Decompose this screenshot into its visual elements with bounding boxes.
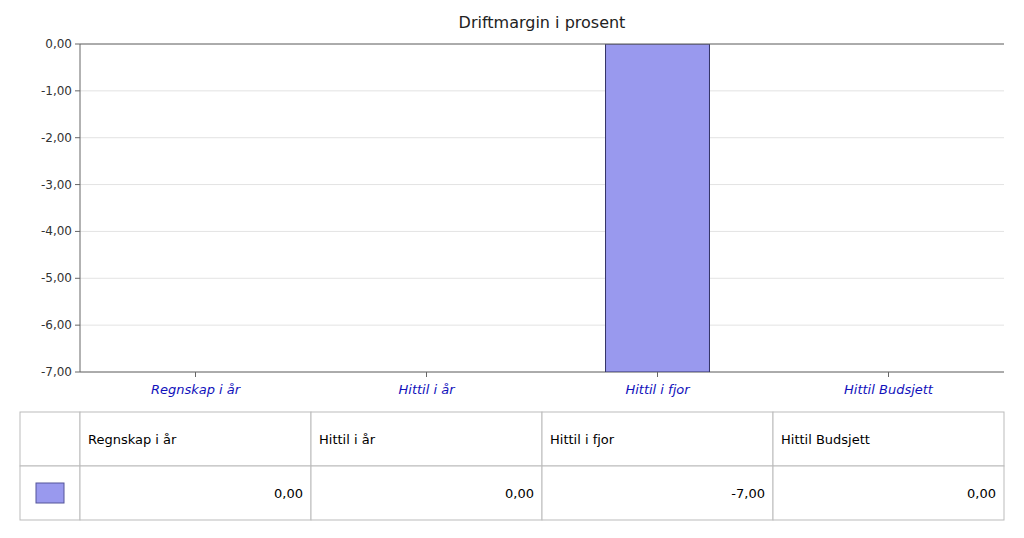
- chart: Driftmargin i prosent 0,00 -1,00 -2,00 -3,00…: [0, 0, 1024, 538]
- table-cell: [20, 412, 80, 466]
- grid-line: [80, 90, 1004, 91]
- table-header: Hittil i fjor: [550, 432, 615, 447]
- bar: [606, 44, 710, 372]
- bars: [606, 44, 710, 372]
- table-value: -7,00: [731, 486, 765, 501]
- title: Driftmargin i prosent: [459, 13, 626, 32]
- table-value: 0,00: [505, 486, 534, 501]
- table-header: Regnskap i år: [88, 432, 177, 447]
- y-axis: 0,00 -1,00 -2,00 -3,00 -4,00 -5,00 -6,00 -7,00: [41, 37, 1004, 379]
- y-tick: [75, 278, 80, 279]
- grid-line: [80, 325, 1004, 326]
- grid-line: [80, 278, 1004, 279]
- grid-line: [80, 372, 1004, 373]
- y-tick-label: -4,00: [41, 224, 72, 238]
- y-tick: [75, 184, 80, 185]
- y-tick: [75, 90, 80, 91]
- grid-line: [80, 137, 1004, 138]
- table-header: Hittil Budsjett: [781, 432, 870, 447]
- table-header: Hittil i år: [319, 432, 376, 447]
- y-tick: [75, 372, 80, 373]
- x-tick: [426, 372, 427, 377]
- table-value: 0,00: [274, 486, 303, 501]
- table-cell: [773, 466, 1004, 520]
- grid-line: [80, 184, 1004, 185]
- y-tick-label: -7,00: [41, 365, 72, 379]
- x-axis: Regnskap i år Hittil i år Hittil i fjor Hit…: [151, 372, 934, 397]
- table-value: 0,00: [967, 486, 996, 501]
- x-tick-label: Regnskap i år: [151, 382, 242, 397]
- grid: [80, 44, 1004, 372]
- y-axis-line: [80, 44, 81, 372]
- table-cell: [311, 466, 542, 520]
- y-tick-label: -3,00: [41, 178, 72, 192]
- table-cell: [542, 466, 773, 520]
- y-tick-label: -2,00: [41, 131, 72, 145]
- y-tick-label: 0,00: [45, 37, 72, 51]
- data-table: Regnskap i år 0,00 Hittil i år 0,00 Hittil i…: [20, 412, 1004, 520]
- table-cell: [20, 466, 80, 520]
- x-axis-line: [80, 372, 1004, 373]
- table-cell: [773, 412, 1004, 466]
- y-tick: [75, 325, 80, 326]
- y-tick: [75, 137, 80, 138]
- zero-line: [80, 44, 1004, 45]
- x-tick: [657, 372, 658, 377]
- table-cell: [80, 412, 311, 466]
- x-tick: [888, 372, 889, 377]
- x-tick: [195, 372, 196, 377]
- grid-line: [80, 44, 1004, 45]
- y-tick-label: -6,00: [41, 318, 72, 332]
- table-cell: [80, 466, 311, 520]
- x-tick-label: Hittil Budsjett: [844, 382, 934, 397]
- y-tick-label: -5,00: [41, 271, 72, 285]
- y-tick-label: -1,00: [41, 84, 72, 98]
- x-tick-label: Hittil i fjor: [625, 382, 691, 397]
- y-tick: [75, 231, 80, 232]
- grid-line: [80, 231, 1004, 232]
- table-cell: [542, 412, 773, 466]
- y-tick: [75, 44, 80, 45]
- x-tick-label: Hittil i år: [399, 382, 457, 397]
- table-cell: [311, 412, 542, 466]
- legend-swatch: [36, 483, 64, 503]
